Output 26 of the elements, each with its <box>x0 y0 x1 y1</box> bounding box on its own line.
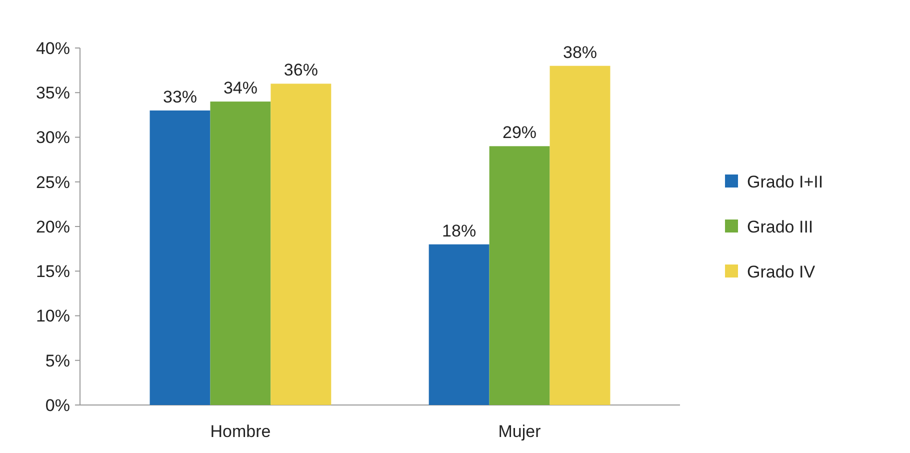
bar <box>210 102 271 405</box>
bar <box>489 146 550 405</box>
y-tick-label: 40% <box>36 38 70 58</box>
y-tick-label: 10% <box>36 306 70 326</box>
data-label: 33% <box>162 87 198 106</box>
y-tick-label: 15% <box>36 262 70 282</box>
y-tick-label: 0% <box>45 396 70 415</box>
y-tick-label: 20% <box>36 217 70 236</box>
data-label: 36% <box>284 60 318 80</box>
bar <box>270 84 332 405</box>
data-label: 29% <box>502 123 537 142</box>
bar <box>428 244 490 405</box>
bar <box>550 66 610 405</box>
legend-label: Grado IV <box>747 262 816 282</box>
data-label: 18% <box>442 221 476 240</box>
y-tick-label: 25% <box>36 172 70 192</box>
y-tick-label: 35% <box>36 84 70 103</box>
x-tick-label: Hombre <box>210 422 271 441</box>
legend-label: Grado I+II <box>747 172 824 192</box>
x-tick-label: Mujer <box>498 422 542 441</box>
y-tick-label: 30% <box>36 128 70 148</box>
legend-label: Grado III <box>747 217 814 236</box>
data-label: 38% <box>562 42 598 62</box>
y-tick-label: 5% <box>45 351 70 370</box>
bar <box>150 110 210 405</box>
data-label: 34% <box>223 78 258 98</box>
